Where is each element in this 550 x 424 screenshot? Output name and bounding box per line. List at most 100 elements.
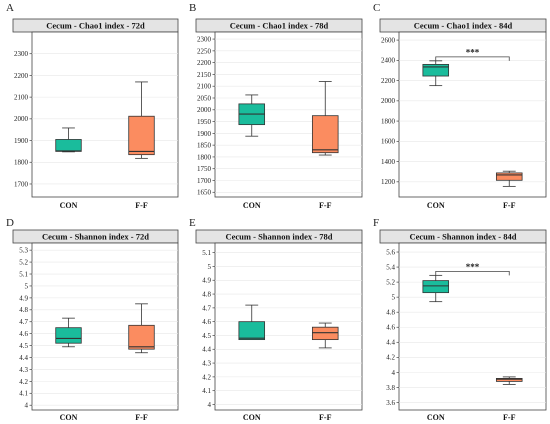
y-tick-label: 5.1 (202, 249, 211, 257)
y-tick-label: 1200 (381, 178, 396, 186)
box-con (238, 304, 266, 341)
y-tick-label: 2400 (381, 57, 396, 65)
y-tick-label: 4.6 (202, 318, 211, 326)
category-label: CON (427, 413, 445, 422)
box-iqr (55, 327, 82, 344)
y-tick-label: 1850 (197, 142, 212, 150)
panel-letter: C (373, 2, 380, 14)
panel-title: Cecum - Shannon index - 78d (226, 232, 333, 242)
y-tick-label: 4.4 (386, 339, 395, 347)
y-tick-label: 4.6 (386, 324, 395, 332)
plot-area (214, 242, 363, 411)
y-tick-label: 2050 (197, 94, 212, 102)
y-tick-label: 2100 (14, 94, 29, 102)
box-f-f (311, 81, 339, 156)
y-tick-label: 5 (25, 282, 29, 290)
category-label: CON (427, 201, 445, 210)
panel-title: Cecum - Shannon index - 72d (42, 232, 149, 242)
plot-area (31, 242, 179, 411)
y-tick-label: 3.8 (386, 384, 395, 392)
box-f-f (495, 170, 523, 187)
box-f-f (495, 376, 523, 385)
y-tick-label: 1900 (14, 137, 29, 145)
panel-e: E Cecum - Shannon index - 78d 4 4.1 4.2 4.3 4.… (189, 217, 363, 422)
y-tick-label: 2100 (197, 83, 212, 91)
y-tick-label: 2150 (197, 71, 212, 79)
y-tick-label: 2200 (14, 72, 29, 80)
y-tick-label: 4.3 (19, 366, 28, 374)
significance-bracket (435, 56, 510, 61)
y-tick-label: 4.9 (202, 277, 211, 285)
panel-b: B Cecum - Chao1 index - 78d 1650 1700 1750 18… (189, 2, 363, 210)
y-tick-label: 4.5 (202, 332, 211, 340)
box-iqr (495, 378, 523, 382)
y-tick-label: 4.3 (202, 359, 211, 367)
y-tick-label: 2000 (381, 97, 396, 105)
box-con (422, 274, 450, 303)
panel-title: Cecum - Chao1 index - 72d (46, 21, 145, 31)
panel-letter: F (373, 217, 379, 229)
significance-label: *** (466, 47, 480, 57)
plot-area (31, 31, 179, 198)
category-label: F-F (503, 201, 516, 210)
box-iqr (311, 326, 339, 341)
y-tick-label: 1800 (14, 159, 29, 167)
category-label: CON (243, 201, 261, 210)
y-tick-label: 4.1 (202, 387, 211, 395)
y-tick-label: 4.2 (19, 378, 28, 386)
y-tick-label: 3.6 (386, 399, 395, 407)
y-tick-label: 4 (25, 402, 29, 410)
category-label: F-F (135, 201, 148, 210)
y-tick-label: 2300 (14, 50, 29, 58)
panel-d: D Cecum - Shannon index - 72d 4 4.1 4.2 4.3 4.… (6, 217, 179, 422)
category-label: F-F (135, 413, 148, 422)
y-tick-label: 4.1 (19, 390, 28, 398)
y-tick-label: 5 (392, 294, 396, 302)
y-tick-label: 1800 (381, 117, 396, 125)
box-con (422, 60, 450, 87)
y-tick-label: 2200 (197, 59, 212, 67)
panel-letter: D (6, 217, 14, 229)
y-tick-label: 4.7 (19, 318, 28, 326)
y-tick-label: 1700 (14, 180, 29, 188)
y-tick-label: 2600 (381, 36, 396, 44)
panel-f: F Cecum - Shannon index - 84d 3.6 3.8 4 4.2 4.… (373, 217, 547, 422)
y-tick-label: 1700 (197, 177, 212, 185)
y-tick-label: 5.6 (386, 248, 395, 256)
y-tick-label: 1600 (381, 138, 396, 146)
box-iqr (238, 321, 266, 341)
panel-title: Cecum - Shannon index - 84d (410, 232, 517, 242)
y-tick-label: 1900 (197, 130, 212, 138)
y-tick-label: 1950 (197, 118, 212, 126)
box-iqr (311, 115, 339, 154)
y-tick-label: 4.8 (202, 290, 211, 298)
y-tick-label: 4.7 (202, 304, 211, 312)
y-tick-label: 5.2 (386, 279, 395, 287)
y-tick-label: 5.4 (386, 263, 395, 271)
box-con (55, 127, 82, 153)
panel-a: A Cecum - Chao1 index - 72d 1700 1800 1900 20… (6, 2, 179, 210)
y-tick-label: 5.1 (19, 270, 28, 278)
box-iqr (55, 139, 82, 152)
plot-area (214, 31, 363, 198)
panel-title: Cecum - Chao1 index - 84d (414, 21, 513, 31)
significance-bracket (435, 270, 510, 276)
panel-c: C Cecum - Chao1 index - 84d 1200 1400 1600 18… (373, 2, 547, 210)
y-tick-label: 1750 (197, 165, 212, 173)
plot-area (398, 31, 547, 198)
category-label: F-F (319, 201, 332, 210)
y-tick-label: 2200 (381, 77, 396, 85)
y-tick-label: 2300 (197, 35, 212, 43)
y-tick-label: 1400 (381, 158, 396, 166)
category-label: CON (60, 413, 78, 422)
y-tick-label: 2250 (197, 47, 212, 55)
box-iqr (422, 280, 450, 294)
box-iqr (128, 324, 155, 350)
box-f-f (311, 322, 339, 349)
box-f-f (128, 303, 155, 354)
box-con (55, 317, 82, 348)
y-tick-label: 4 (392, 369, 396, 377)
panel-letter: B (189, 2, 196, 14)
category-label: CON (243, 413, 261, 422)
